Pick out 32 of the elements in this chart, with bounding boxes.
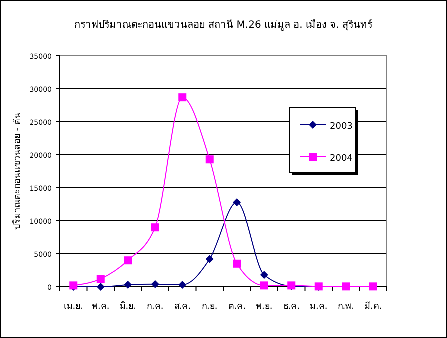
point — [206, 156, 214, 164]
legend-label: 2004 — [330, 154, 354, 164]
x-tick-label: มิ.ย. — [120, 301, 136, 312]
x-tick-label: ก.ค. — [147, 302, 164, 312]
x-tick-label: มี.ค. — [364, 301, 382, 312]
point — [124, 256, 132, 265]
point — [96, 275, 105, 284]
x-tick-label: เม.ย. — [64, 302, 84, 312]
point — [178, 281, 187, 290]
chart-title: กราฟปริมาณตะกอนแขวนลอย สถานี M.26 แม่มูล อ. เมือง จ. สุรินทร์ — [74, 19, 374, 31]
point — [124, 281, 132, 290]
y-axis-title: ปริมาณตะกอนแขวนลอย - ตัน — [12, 113, 23, 230]
legend-label: 2003 — [330, 122, 353, 132]
x-tick-label: ม.ค. — [310, 302, 328, 312]
x-tick-label: ก.ย. — [202, 302, 218, 312]
point — [151, 224, 160, 232]
point — [342, 282, 350, 291]
point — [233, 260, 242, 268]
point — [260, 282, 268, 290]
x-tick-label: ธ.ค. — [283, 302, 300, 312]
point — [260, 271, 268, 280]
x-tick-label: ต.ค. — [228, 302, 246, 312]
point — [96, 283, 105, 291]
point — [151, 280, 160, 288]
point — [178, 94, 187, 102]
x-tick-label: ส.ค. — [174, 302, 191, 312]
point — [206, 255, 214, 264]
x-tick-label: พ.ย. — [256, 302, 273, 312]
x-tick-label: พ.ค. — [92, 302, 110, 312]
point — [233, 198, 242, 207]
point — [369, 282, 378, 291]
x-tick-label: ก.พ. — [338, 302, 354, 312]
